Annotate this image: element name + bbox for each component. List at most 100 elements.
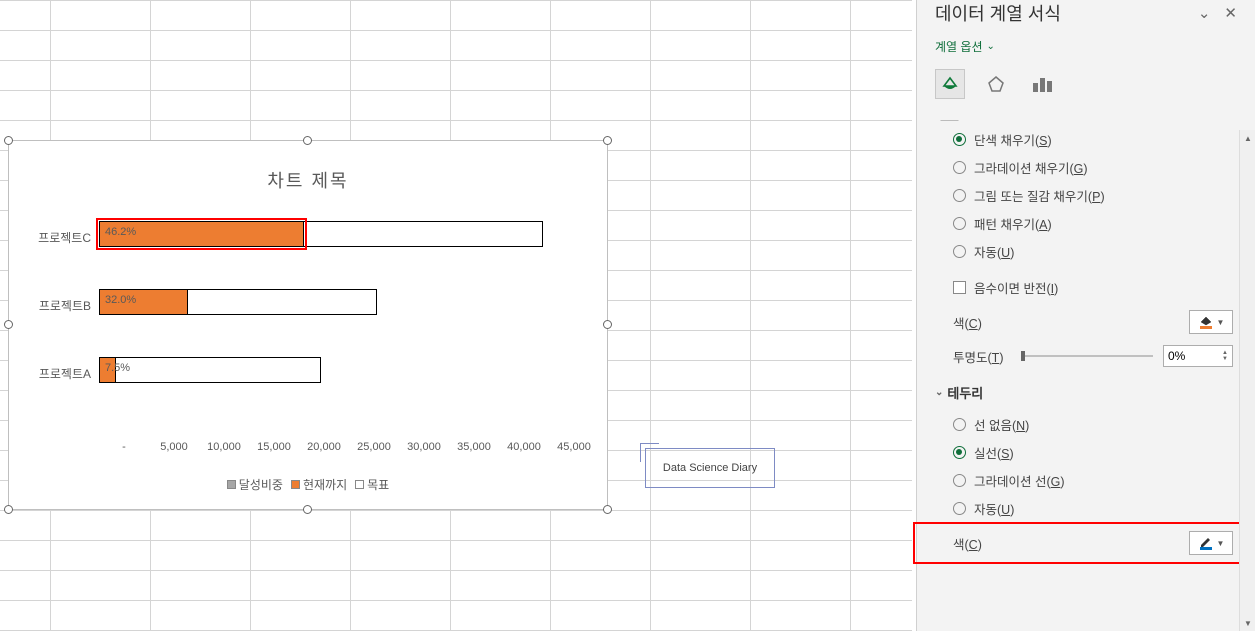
fill-line-tab-icon[interactable]	[935, 69, 965, 99]
resize-handle-e[interactable]	[603, 320, 612, 329]
radio-button[interactable]	[953, 189, 966, 202]
bar-pct-label: 32.0%	[105, 294, 136, 306]
option-label: 패턴 채우기(A)	[974, 214, 1052, 233]
dropdown-arrow-icon: ▼	[1217, 539, 1225, 548]
legend-item[interactable]: 현재까지	[291, 476, 347, 493]
chart-plot-area[interactable]: 프로젝트C46.2% 프로젝트B32.0% 프로젝트A7.5%	[99, 221, 599, 421]
dropdown-arrow-icon: ▼	[1217, 318, 1225, 327]
effects-tab-icon[interactable]	[981, 69, 1011, 99]
category-label: 프로젝트A	[11, 365, 91, 382]
option-label: 그라데이션 채우기(G)	[974, 158, 1088, 177]
chart-x-axis[interactable]: -5,00010,00015,00020,00025,00030,00035,0…	[99, 441, 599, 453]
radio-button[interactable]	[953, 133, 966, 146]
resize-handle-nw[interactable]	[4, 136, 13, 145]
resize-handle-w[interactable]	[4, 320, 13, 329]
resize-handle-se[interactable]	[603, 505, 612, 514]
series-options-tab-icon[interactable]	[1027, 69, 1057, 99]
bar-pct-label: 46.2%	[105, 226, 136, 238]
pane-subtitle: 계열 옵션	[935, 38, 983, 55]
resize-handle-s[interactable]	[303, 505, 312, 514]
legend-swatch	[291, 480, 300, 489]
scroll-up-button[interactable]: ▲	[1240, 130, 1255, 146]
radio-button[interactable]	[953, 474, 966, 487]
section-divider	[940, 111, 968, 121]
option-label: 단색 채우기(S)	[974, 130, 1052, 149]
fill-color-label: 색(C)	[953, 313, 982, 332]
option-label: 그림 또는 질감 채우기(P)	[974, 186, 1105, 205]
option-label: 선 없음(N)	[974, 415, 1029, 434]
chart-bar-row[interactable]: 프로젝트B32.0%	[99, 289, 599, 325]
bar-pct-label: 7.5%	[105, 362, 130, 374]
fill-color-row: 색(C) ▼	[917, 305, 1255, 339]
chart-bar-row[interactable]: 프로젝트A7.5%	[99, 357, 599, 393]
format-pane: 데이터 계열 서식 ⌄ ✕ 계열 옵션 ⌄ 단색 채우기(S) 그라데이션 채우기…	[916, 0, 1255, 631]
border-color-label: 색(C)	[953, 534, 982, 553]
bar-goal[interactable]	[99, 357, 321, 383]
fill-option[interactable]: 패턴 채우기(A)	[953, 209, 1237, 237]
x-tick-label: 40,000	[499, 441, 549, 453]
x-tick-label: 25,000	[349, 441, 399, 453]
category-label: 프로젝트B	[11, 297, 91, 314]
x-tick-label: 45,000	[549, 441, 599, 453]
border-color-picker[interactable]: ▼	[1189, 531, 1233, 555]
option-label: 그라데이션 선(G)	[974, 471, 1065, 490]
transparency-slider[interactable]	[1021, 355, 1153, 357]
border-color-row: 색(C) ▼	[917, 526, 1255, 560]
border-option[interactable]: 자동(U)	[953, 494, 1237, 522]
legend-label: 달성비중	[239, 476, 283, 493]
resize-handle-sw[interactable]	[4, 505, 13, 514]
invert-if-negative-checkbox-row[interactable]: 음수이면 반전(I)	[953, 273, 1237, 301]
radio-button[interactable]	[953, 217, 966, 230]
fill-option[interactable]: 그림 또는 질감 채우기(P)	[953, 181, 1237, 209]
pane-title: 데이터 계열 서식	[935, 0, 1061, 26]
chart-object[interactable]: 차트 제목 프로젝트C46.2%프로젝트B32.0%프로젝트A7.5% -5,0…	[8, 140, 608, 510]
radio-button[interactable]	[953, 502, 966, 515]
border-section-header[interactable]: ⌄ 테두리	[917, 373, 1255, 406]
pane-options-icon[interactable]: ⌄	[1198, 4, 1211, 22]
paint-bucket-icon	[1198, 315, 1214, 329]
x-tick-label: 35,000	[449, 441, 499, 453]
fill-option[interactable]: 그라데이션 채우기(G)	[953, 153, 1237, 181]
category-label: 프로젝트C	[11, 229, 91, 246]
invert-label: 음수이면 반전(I)	[974, 278, 1058, 297]
fill-color-picker[interactable]: ▼	[1189, 310, 1233, 334]
pane-subtitle-dropdown[interactable]: 계열 옵션 ⌄	[917, 32, 1255, 65]
legend-item[interactable]: 달성비중	[227, 476, 283, 493]
x-tick-label: -	[99, 441, 149, 453]
fill-options-group: 단색 채우기(S) 그라데이션 채우기(G) 그림 또는 질감 채우기(P) 패턴 채…	[917, 121, 1255, 269]
radio-button[interactable]	[953, 446, 966, 459]
x-tick-label: 15,000	[249, 441, 299, 453]
transparency-input[interactable]: 0% ▲▼	[1163, 345, 1233, 367]
collapse-caret-icon: ⌄	[935, 387, 943, 398]
scroll-down-button[interactable]: ▼	[1240, 615, 1255, 631]
x-tick-label: 5,000	[149, 441, 199, 453]
legend-label: 목표	[367, 476, 389, 493]
chart-bar-row[interactable]: 프로젝트C46.2%	[99, 221, 599, 257]
fill-option[interactable]: 단색 채우기(S)	[953, 125, 1237, 153]
radio-button[interactable]	[953, 161, 966, 174]
border-option[interactable]: 그라데이션 선(G)	[953, 466, 1237, 494]
transparency-row: 투명도(T) 0% ▲▼	[917, 339, 1255, 373]
resize-handle-ne[interactable]	[603, 136, 612, 145]
radio-button[interactable]	[953, 418, 966, 431]
spreadsheet-grid[interactable]: 차트 제목 프로젝트C46.2%프로젝트B32.0%프로젝트A7.5% -5,0…	[0, 0, 912, 631]
invert-checkbox[interactable]	[953, 281, 966, 294]
legend-item[interactable]: 목표	[355, 476, 389, 493]
transparency-label: 투명도(T)	[953, 347, 1003, 366]
border-option[interactable]: 선 없음(N)	[953, 410, 1237, 438]
pane-close-icon[interactable]: ✕	[1224, 4, 1237, 22]
spinner-down[interactable]: ▼	[1222, 356, 1228, 362]
option-label: 실선(S)	[974, 443, 1014, 462]
chart-legend[interactable]: 달성비중 현재까지 목표	[9, 476, 607, 493]
legend-swatch	[355, 480, 364, 489]
pane-scrollbar[interactable]: ▲ ▼	[1239, 130, 1255, 631]
legend-swatch	[227, 480, 236, 489]
border-options-group: 선 없음(N) 실선(S) 그라데이션 선(G) 자동(U)	[917, 406, 1255, 526]
radio-button[interactable]	[953, 245, 966, 258]
fill-option[interactable]: 자동(U)	[953, 237, 1237, 265]
resize-handle-n[interactable]	[303, 136, 312, 145]
chart-title[interactable]: 차트 제목	[9, 167, 607, 193]
border-option[interactable]: 실선(S)	[953, 438, 1237, 466]
option-label: 자동(U)	[974, 242, 1014, 261]
pen-icon	[1198, 536, 1214, 550]
